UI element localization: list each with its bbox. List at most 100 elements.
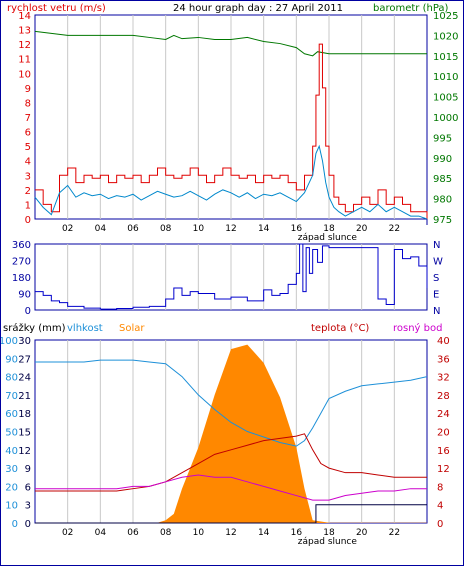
x-tick-label: 14: [258, 528, 270, 538]
x-tick-label: 22: [389, 224, 400, 234]
humidity-y-tick: 70: [5, 391, 18, 402]
wind-y-tick: 10: [18, 69, 31, 80]
x-tick-label: 18: [323, 224, 335, 234]
chart-marks: 1413121110987654321010251020101510101005…: [0, 11, 458, 547]
temperature-y-tick: 36: [437, 354, 450, 365]
pressure-y-tick: 1020: [433, 31, 458, 42]
sunset-annotation: západ slunce: [298, 233, 358, 243]
wind-y-tick: 13: [18, 26, 31, 37]
pressure-y-tick: 1015: [433, 52, 458, 63]
sunset-annotation: západ slunce: [298, 537, 358, 547]
temperature-label: teplota (°C): [311, 323, 369, 334]
rain-y-tick: 30: [18, 336, 31, 347]
x-tick-label: 02: [62, 224, 73, 234]
humidity-y-tick: 90: [5, 354, 18, 365]
wind-y-tick: 9: [25, 84, 31, 95]
pressure-y-tick: 1000: [433, 113, 458, 124]
direction-y-tick: 180: [12, 273, 31, 284]
x-tick-label: 04: [95, 224, 107, 234]
wind-y-tick: 12: [18, 40, 31, 51]
rain-y-tick: 0: [25, 519, 31, 530]
humidity-label: vlhkost: [67, 323, 103, 334]
temperature-y-tick: 8: [437, 482, 443, 493]
x-tick-label: 08: [160, 224, 172, 234]
solar-area: [35, 344, 427, 523]
temperature-y-tick: 20: [437, 428, 450, 439]
chart-title: 24 hour graph day : 27 April 2011: [173, 3, 343, 14]
humidity-y-tick: 10: [5, 501, 18, 512]
rain-line: [35, 504, 427, 524]
x-tick-label: 04: [95, 528, 107, 538]
x-tick-label: 08: [160, 528, 172, 538]
wind-y-tick: 5: [25, 142, 31, 153]
rain-y-tick: 3: [25, 501, 31, 512]
solar-label: Solar: [119, 323, 145, 334]
direction-y-tick: 0: [25, 306, 31, 317]
temperature-y-tick: 0: [437, 519, 443, 530]
temperature-y-tick: 4: [437, 501, 443, 512]
dewpoint-line: [35, 474, 427, 501]
x-tick-label: 10: [193, 224, 205, 234]
rain-y-tick: 24: [18, 373, 31, 384]
temperature-line: [35, 433, 427, 492]
wind-y-tick: 14: [18, 11, 31, 22]
wind-y-tick: 8: [25, 98, 31, 109]
rain-axis-label: srážky (mm): [3, 322, 66, 334]
temperature-y-tick: 40: [437, 336, 450, 347]
rain-y-tick: 12: [18, 446, 31, 457]
pressure-y-tick: 1025: [433, 11, 458, 22]
humidity-y-tick: 100: [1, 336, 18, 347]
rain-y-tick: 21: [18, 391, 31, 402]
wind-direction-line: [35, 243, 428, 310]
x-tick-label: 22: [389, 528, 400, 538]
wind-y-tick: 0: [25, 215, 31, 226]
temperature-y-tick: 16: [437, 446, 450, 457]
humidity-line: [35, 359, 428, 447]
x-tick-label: 14: [258, 224, 270, 234]
x-tick-label: 18: [323, 528, 335, 538]
x-tick-label: 16: [291, 528, 303, 538]
humidity-y-tick: 20: [5, 482, 18, 493]
direction-y-tick: 360: [12, 240, 31, 251]
rain-y-tick: 6: [25, 482, 31, 493]
pressure-y-tick: 985: [433, 174, 452, 185]
pressure-axis-label: barometr (hPa): [373, 3, 449, 14]
rain-y-tick: 18: [18, 409, 31, 420]
x-tick-label: 20: [356, 528, 368, 538]
wind-y-tick: 7: [25, 113, 31, 124]
x-tick-label: 12: [225, 528, 236, 538]
humidity-y-tick: 60: [5, 409, 18, 420]
x-tick-label: 10: [193, 528, 205, 538]
direction-y-tick: 270: [12, 257, 31, 268]
wind-y-tick: 1: [25, 200, 31, 211]
dewpoint-label: rosný bod: [393, 322, 442, 334]
wind-y-tick: 6: [25, 128, 31, 139]
rain-y-tick: 27: [18, 354, 31, 365]
wind-speed-line: [35, 43, 428, 219]
pressure-line: [34, 30, 427, 57]
pressure-y-tick: 1010: [433, 72, 458, 83]
rain-y-tick: 15: [18, 428, 31, 439]
humidity-y-tick: 30: [5, 464, 18, 475]
compass-label: W: [433, 257, 443, 268]
x-tick-label: 02: [62, 528, 73, 538]
humidity-y-tick: 0: [12, 519, 18, 530]
direction-y-tick: 90: [18, 290, 31, 301]
wind-y-tick: 2: [25, 186, 31, 197]
x-tick-label: 12: [225, 224, 236, 234]
wind-y-tick: 3: [25, 171, 31, 182]
x-tick-label: 06: [127, 528, 139, 538]
x-tick-label: 20: [356, 224, 368, 234]
x-tick-label: 16: [291, 224, 303, 234]
temperature-y-tick: 28: [437, 391, 450, 402]
pressure-y-tick: 995: [433, 133, 452, 144]
wind-axis-label: rychlost vetru (m/s): [7, 3, 106, 14]
compass-label: E: [433, 290, 439, 301]
humidity-y-tick: 40: [5, 446, 18, 457]
compass-label: S: [433, 273, 439, 284]
compass-label: N: [433, 306, 440, 317]
temperature-y-tick: 24: [437, 409, 450, 420]
rain-y-tick: 9: [25, 464, 31, 475]
pressure-y-tick: 1005: [433, 93, 458, 104]
